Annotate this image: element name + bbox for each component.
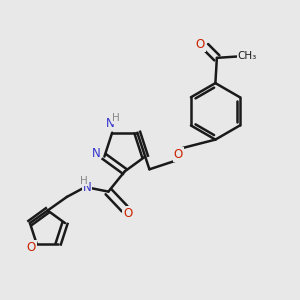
Text: O: O — [27, 241, 36, 254]
Text: O: O — [196, 38, 205, 51]
Text: N: N — [105, 117, 114, 130]
Text: O: O — [123, 207, 132, 220]
Text: N: N — [82, 181, 91, 194]
Text: H: H — [80, 176, 87, 186]
Text: O: O — [174, 148, 183, 161]
Text: N: N — [92, 147, 100, 160]
Text: H: H — [112, 113, 120, 123]
Text: CH₃: CH₃ — [238, 51, 257, 62]
